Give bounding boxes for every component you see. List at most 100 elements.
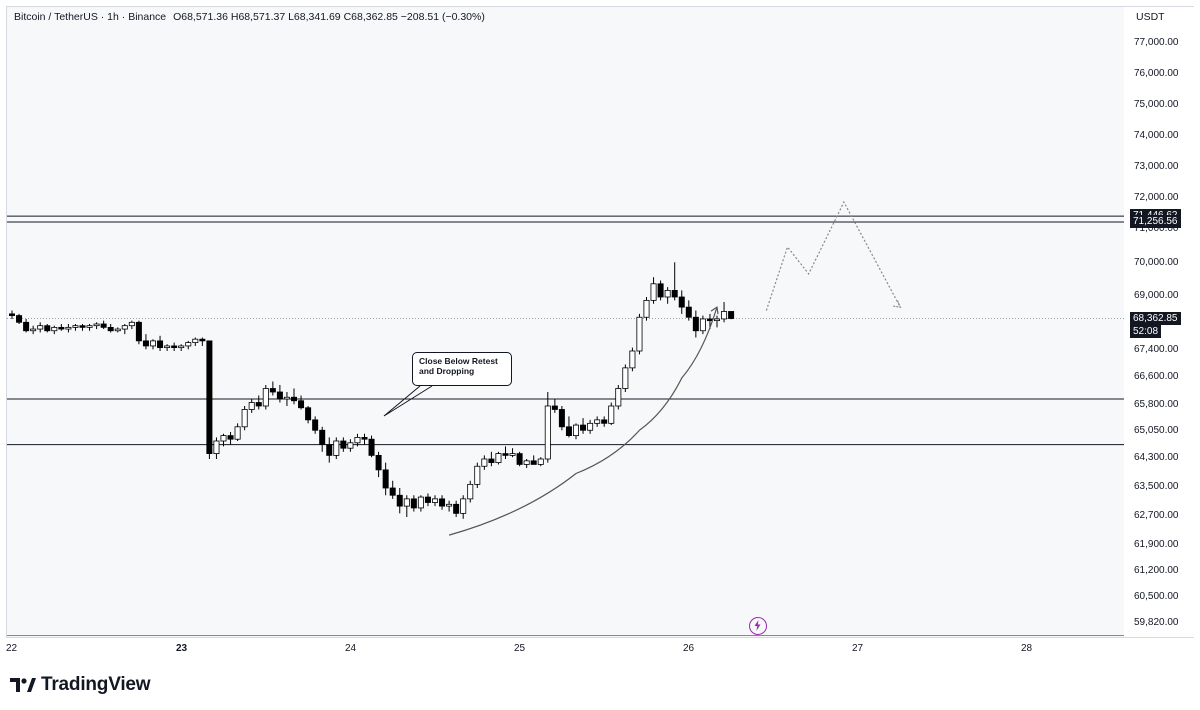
candle-body [51,326,58,332]
candle-body [79,325,86,328]
candle-body [439,498,446,507]
price-tick-label: 74,000.00 [1134,130,1179,141]
candle-body [417,496,424,509]
candle-body [410,498,417,509]
price-tick-label: 64,300.00 [1134,452,1179,463]
candle-body [269,388,276,393]
time-axis[interactable]: 22 23 24 25 26 27 28 [6,636,1124,660]
candle-body [601,419,608,424]
trend-curve [448,306,718,536]
candle-body [128,321,135,327]
candle-body [199,338,206,342]
candle-body [657,283,664,298]
candle-body [608,405,615,424]
candle-body [382,469,389,489]
candle-body [692,316,699,332]
candle-body [474,465,481,485]
tradingview-logo-icon [10,678,36,692]
bolt-icon[interactable] [749,617,767,635]
candle-body [121,325,128,330]
candle-body [375,454,382,471]
candle-body [135,321,142,342]
price-scale[interactable]: 77,000.00 76,000.00 75,000.00 74,000.00 73,0… [1124,7,1194,637]
candle-body [37,325,44,330]
candle-body [728,311,735,319]
price-tick-label: 67,400.00 [1134,344,1179,355]
price-tick-label: 69,000.00 [1134,290,1179,301]
candle-body [544,405,551,460]
tradingview-logo[interactable]: TradingView [10,674,151,696]
candle-body [488,458,495,464]
date-label: 27 [852,643,864,654]
price-tick-label: 75,000.00 [1134,99,1179,110]
candle-body [283,396,290,400]
candle-body [664,289,671,298]
candle-body [107,326,114,332]
ohlc-close: C68,362.85 [343,11,398,23]
candle-body [431,498,438,503]
candle-body [403,498,410,507]
candle-body [241,409,248,428]
symbol-header: Bitcoin / TetherUS · 1h · Binance O68,57… [14,11,485,23]
candle-body [44,325,51,332]
candle-body [565,426,572,436]
date-label: 25 [514,643,526,654]
candle-body [615,388,622,407]
logo-text: TradingView [41,674,151,695]
candle-body [495,453,502,464]
candle-body [587,422,594,431]
candle-body [706,318,713,322]
candle-body [424,496,431,503]
price-tick-label: 72,000.00 [1134,192,1179,203]
candle-body [164,345,171,349]
ohlc-open: O68,571.36 [173,11,228,23]
trend-arrow-head [710,306,719,315]
candle-body [23,321,30,332]
candle-body [16,315,23,323]
candle-body [142,340,149,347]
candle-body [509,453,516,456]
candle-body [467,483,474,500]
annotation-line1: Close Below Retest [419,356,498,366]
candle-body [671,289,678,298]
candle-body [678,296,685,308]
date-label: 28 [1021,643,1033,654]
candle-body [347,442,354,449]
chart-plot[interactable] [7,7,1124,636]
candle-body [516,453,523,465]
candle-body [368,438,375,456]
price-tick-label: 59,820.00 [1134,617,1179,628]
candle-body [319,429,326,445]
candle-body [594,419,601,424]
candle-body [453,503,460,514]
candle-body [354,436,361,444]
price-tick-label: 76,000.00 [1134,68,1179,79]
candle-body [255,402,262,407]
candle-body [714,318,721,322]
candle-body [460,498,467,514]
candle-body [622,367,629,389]
candle-body [234,426,241,440]
symbol-name[interactable]: Bitcoin / TetherUS · 1h · Binance [14,11,167,23]
candle-body [481,458,488,467]
candle-body [721,311,728,320]
candle-body [9,313,15,316]
candle-body [580,424,587,431]
ohlc-change: −208.51 (−0.30%) [400,11,485,23]
price-tick-label: 73,000.00 [1134,161,1179,172]
candle-body [86,325,93,328]
price-tick-label: 60,500.00 [1134,591,1179,602]
price-tick-label: 61,200.00 [1134,565,1179,576]
candle-body [298,400,305,409]
candle-body [636,316,643,352]
candle-body [326,444,333,456]
currency-label[interactable]: USDT [1136,11,1165,23]
candle-body [185,342,192,347]
annotation-callout[interactable]: Close Below Retest and Dropping [412,352,512,386]
candle-body [276,391,283,400]
candle-body [248,402,255,410]
price-tick-label: 62,700.00 [1134,510,1179,521]
price-tick-label: 66,600.00 [1134,371,1179,382]
candle-body [699,318,706,332]
candle-body [685,306,692,318]
